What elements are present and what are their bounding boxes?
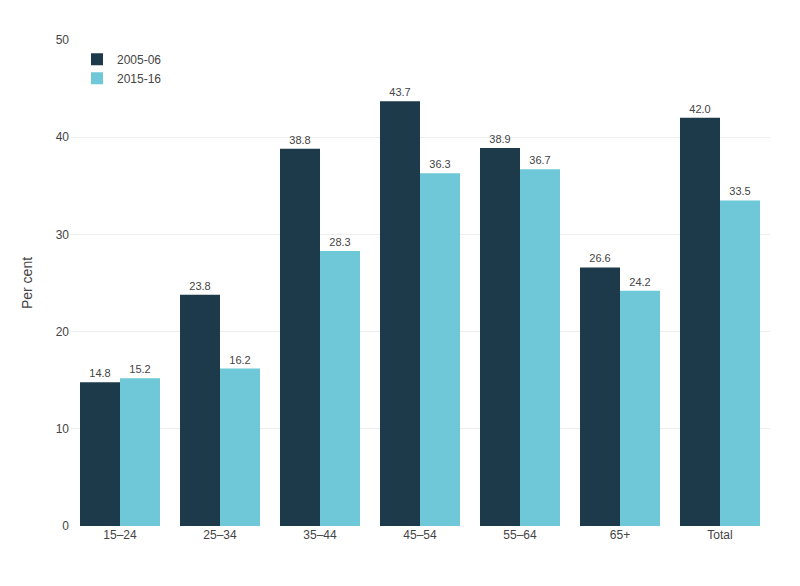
svg-text:14.8: 14.8 bbox=[89, 367, 110, 379]
svg-text:42.0: 42.0 bbox=[689, 103, 710, 115]
svg-text:65+: 65+ bbox=[610, 528, 630, 542]
svg-text:36.3: 36.3 bbox=[429, 158, 450, 170]
svg-text:15.2: 15.2 bbox=[129, 363, 150, 375]
svg-text:43.7: 43.7 bbox=[389, 86, 410, 98]
svg-text:Total: Total bbox=[707, 528, 732, 542]
svg-text:23.8: 23.8 bbox=[189, 280, 210, 292]
svg-text:20: 20 bbox=[56, 325, 70, 339]
svg-text:15–24: 15–24 bbox=[103, 528, 137, 542]
svg-text:25–34: 25–34 bbox=[203, 528, 237, 542]
svg-text:24.2: 24.2 bbox=[629, 276, 650, 288]
svg-text:Per cent: Per cent bbox=[19, 257, 35, 309]
svg-text:35–44: 35–44 bbox=[303, 528, 337, 542]
svg-text:33.5: 33.5 bbox=[729, 185, 750, 197]
svg-text:10: 10 bbox=[56, 422, 70, 436]
svg-text:36.7: 36.7 bbox=[529, 154, 550, 166]
svg-text:0: 0 bbox=[62, 519, 69, 533]
svg-text:50: 50 bbox=[56, 33, 70, 47]
svg-text:38.8: 38.8 bbox=[289, 134, 310, 146]
svg-text:30: 30 bbox=[56, 228, 70, 242]
svg-text:2015-16: 2015-16 bbox=[117, 72, 161, 86]
svg-text:16.2: 16.2 bbox=[229, 354, 250, 366]
svg-text:28.3: 28.3 bbox=[329, 236, 350, 248]
svg-text:38.9: 38.9 bbox=[489, 133, 510, 145]
svg-text:55–64: 55–64 bbox=[503, 528, 537, 542]
svg-text:2005-06: 2005-06 bbox=[117, 53, 161, 67]
svg-text:45–54: 45–54 bbox=[403, 528, 437, 542]
svg-text:26.6: 26.6 bbox=[589, 252, 610, 264]
svg-text:40: 40 bbox=[56, 130, 70, 144]
